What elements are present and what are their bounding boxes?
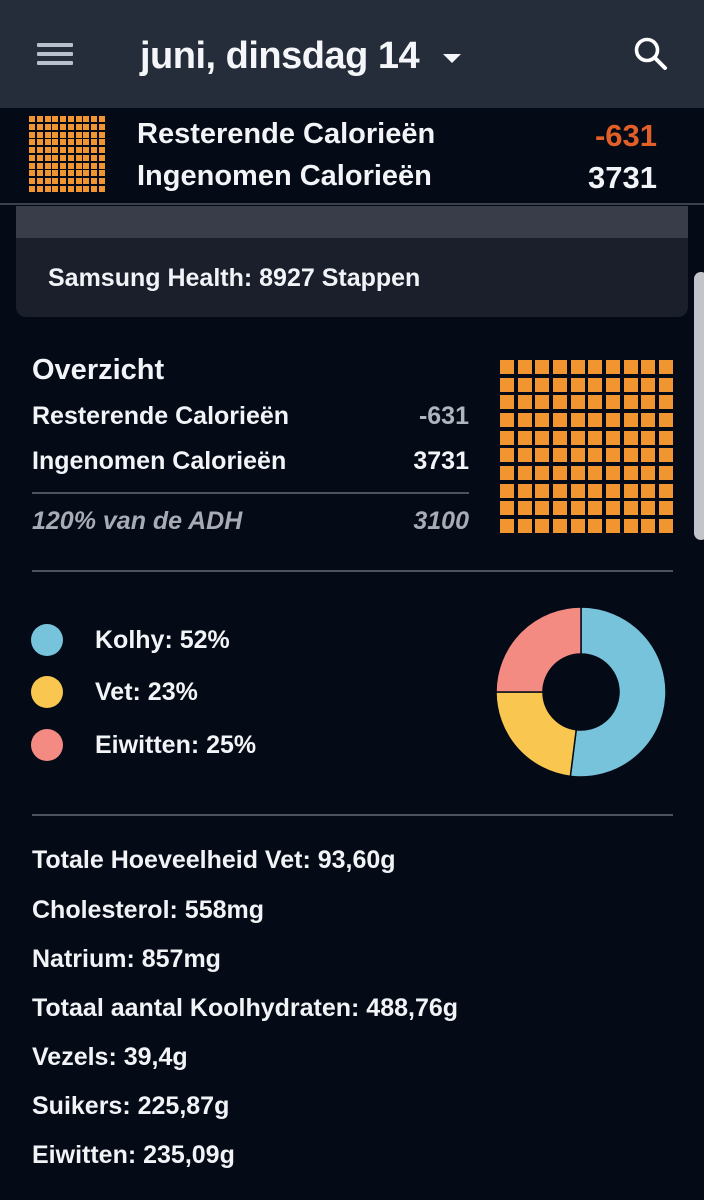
search-icon[interactable] xyxy=(626,30,674,78)
remaining-calories-label: Resterende Calorieën xyxy=(137,118,436,150)
app-header: juni, dinsdag 14 xyxy=(0,0,704,108)
legend-item-protein: Eiwitten: 25% xyxy=(31,729,256,761)
consumed-calories-value: 3731 xyxy=(588,160,657,195)
nutrient-sugars: Suikers: 225,87g xyxy=(32,1092,230,1120)
donut-slice-eiwitten xyxy=(495,606,582,693)
nutrient-sodium: Natrium: 857mg xyxy=(32,945,221,973)
scrollbar[interactable] xyxy=(694,272,704,540)
card-header-strip xyxy=(16,206,688,238)
calorie-grid-icon xyxy=(29,116,105,192)
calorie-grid-chart xyxy=(500,360,673,533)
remaining-calories-row: Resterende Calorieën -631 xyxy=(137,118,657,154)
section-divider xyxy=(32,570,673,572)
legend-label: Eiwitten: 25% xyxy=(95,730,257,759)
overview-divider xyxy=(32,492,469,494)
overview-consumed-row: Ingenomen Calorieën 3731 xyxy=(32,447,469,476)
date-title: juni, dinsdag 14 xyxy=(140,34,420,77)
hamburger-menu-icon[interactable] xyxy=(28,34,80,74)
steps-text: Samsung Health: 8927 Stappen xyxy=(48,264,421,292)
overview-title: Overzicht xyxy=(32,354,165,386)
protein-color-dot-icon xyxy=(31,729,63,761)
legend-item-carbs: Kolhy: 52% xyxy=(31,624,230,656)
section-divider xyxy=(32,814,673,816)
samsung-health-card[interactable]: Samsung Health: 8927 Stappen xyxy=(16,206,688,317)
nutrient-total-carbs: Totaal aantal Koolhydraten: 488,76g xyxy=(32,994,459,1022)
calorie-summary-bar[interactable]: Resterende Calorieën -631 Ingenomen Calo… xyxy=(0,108,704,205)
overview-remaining-value: -631 xyxy=(418,402,469,430)
overview-consumed-value: 3731 xyxy=(413,447,469,475)
date-selector[interactable]: juni, dinsdag 14 xyxy=(140,32,462,80)
macros-donut-chart xyxy=(495,606,667,778)
legend-label: Vet: 23% xyxy=(95,677,198,706)
consumed-calories-label: Ingenomen Calorieën xyxy=(137,160,432,192)
legend-item-fat: Vet: 23% xyxy=(31,676,198,708)
adh-label: 120% van de ADH xyxy=(32,507,243,535)
overview-consumed-label: Ingenomen Calorieën xyxy=(32,447,287,475)
nutrient-total-fat: Totale Hoeveelheid Vet: 93,60g xyxy=(32,846,396,874)
caret-down-icon xyxy=(443,53,462,63)
donut-slice-kolhy xyxy=(569,606,667,778)
nutrient-fiber: Vezels: 39,4g xyxy=(32,1043,188,1071)
consumed-calories-row: Ingenomen Calorieën 3731 xyxy=(137,160,657,196)
overview-remaining-row: Resterende Calorieën -631 xyxy=(32,402,469,431)
nutrient-protein: Eiwitten: 235,09g xyxy=(32,1141,235,1169)
remaining-calories-value: -631 xyxy=(594,118,657,153)
fat-color-dot-icon xyxy=(31,676,63,708)
overview-remaining-label: Resterende Calorieën xyxy=(32,402,290,430)
adh-value: 3100 xyxy=(413,507,469,535)
legend-label: Kolhy: 52% xyxy=(95,625,230,654)
overview-adh-row: 120% van de ADH 3100 xyxy=(32,507,469,536)
nutrient-cholesterol: Cholesterol: 558mg xyxy=(32,896,265,924)
donut-slice-vet xyxy=(495,691,578,778)
carbs-color-dot-icon xyxy=(31,624,63,656)
